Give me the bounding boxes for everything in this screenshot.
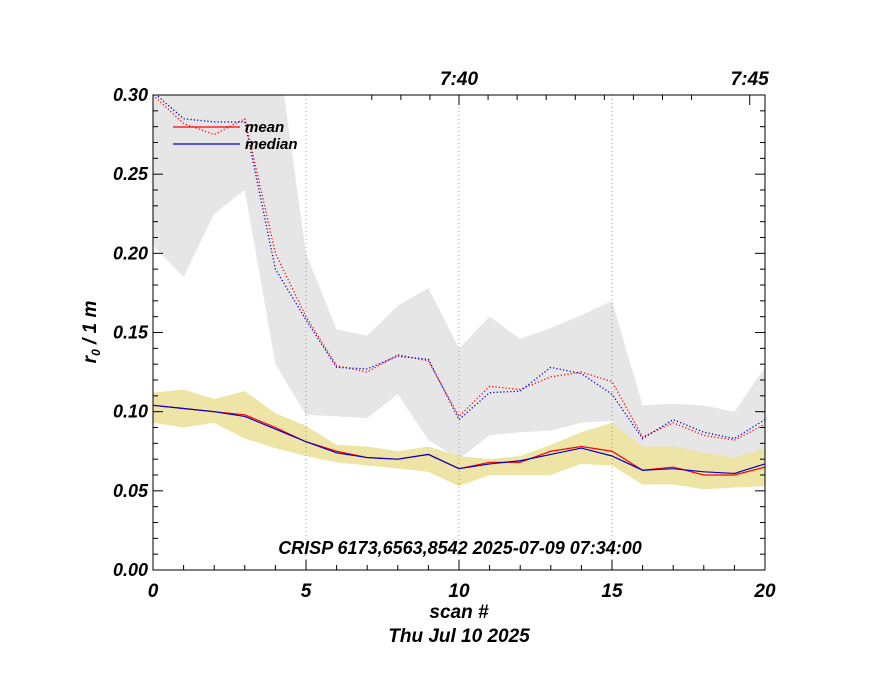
yellow-spread-band bbox=[153, 389, 765, 490]
x-tick-label-10: 10 bbox=[448, 581, 470, 602]
gray-spread-band bbox=[153, 95, 765, 472]
y-tick-label-6: 0.30 bbox=[113, 85, 148, 105]
y-axis-title-unit: / 1 m bbox=[80, 301, 101, 350]
top-tick-label-0: 7:40 bbox=[440, 69, 478, 90]
y-tick-label-0: 0.00 bbox=[113, 560, 148, 580]
x-axis-title: scan # bbox=[429, 602, 489, 623]
series-line-median-1 bbox=[153, 404, 765, 475]
y-axis-title: r0 / 1 m bbox=[80, 301, 103, 364]
legend-label-mean: mean bbox=[245, 119, 284, 136]
y-axis-title-symbol: r bbox=[80, 354, 101, 363]
x-tick-label-20: 20 bbox=[753, 581, 776, 602]
legend-label-median: median bbox=[245, 136, 298, 153]
y-tick-label-1: 0.05 bbox=[113, 481, 149, 501]
y-tick-label-2: 0.10 bbox=[113, 402, 148, 422]
y-tick-label-3: 0.15 bbox=[113, 323, 149, 343]
x-tick-label-0: 0 bbox=[148, 581, 159, 602]
x-tick-label-15: 15 bbox=[601, 581, 623, 602]
top-tick-label-1: 7:45 bbox=[731, 69, 769, 90]
y-axis-title-subscript: 0 bbox=[89, 349, 103, 356]
y-tick-label-4: 0.20 bbox=[113, 243, 148, 263]
x-axis-date: Thu Jul 10 2025 bbox=[388, 626, 530, 647]
dataset-annotation: CRISP 6173,6563,8542 2025-07-09 07:34:00 bbox=[278, 538, 642, 558]
series-line-median-dotted-3 bbox=[155, 95, 765, 440]
y-tick-label-5: 0.25 bbox=[113, 164, 149, 184]
x-tick-label-5: 5 bbox=[301, 581, 312, 602]
